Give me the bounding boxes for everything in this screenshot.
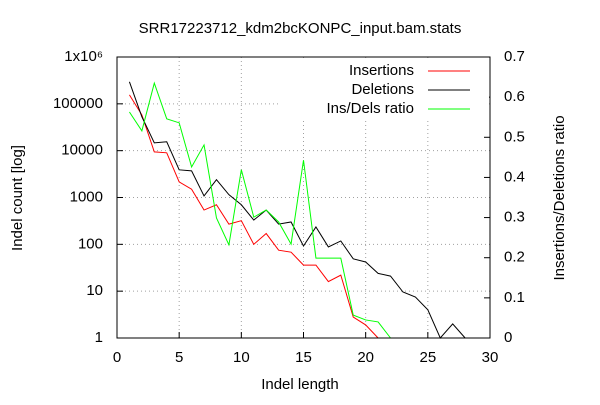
x-tick-label: 0 bbox=[113, 349, 121, 366]
y-tick-label: 100000 bbox=[53, 95, 103, 112]
y-tick-label: 10 bbox=[86, 282, 103, 299]
x-tick-label: 10 bbox=[233, 349, 250, 366]
legend-label: Insertions bbox=[349, 62, 414, 79]
x-tick-label: 30 bbox=[482, 349, 499, 366]
series-line bbox=[128, 81, 466, 339]
x-tick-label: 15 bbox=[295, 349, 312, 366]
series-line bbox=[129, 94, 379, 339]
y2-tick-label: 0.4 bbox=[504, 168, 525, 185]
chart-title: SRR17223712_kdm2bcKONPC_input.bam.stats bbox=[139, 20, 462, 37]
y-tick-label: 1x10⁶ bbox=[64, 48, 103, 65]
x-tick-label: 20 bbox=[357, 349, 374, 366]
legend-label: Deletions bbox=[351, 81, 414, 98]
y2-tick-label: 0.2 bbox=[504, 249, 525, 266]
y2-axis-label: Insertions/Deletions ratio bbox=[551, 115, 568, 280]
y-tick-label: 10000 bbox=[61, 142, 103, 159]
y2-tick-label: 0 bbox=[504, 329, 512, 346]
y-tick-label: 1000 bbox=[70, 188, 103, 205]
series-line bbox=[129, 81, 391, 339]
legend-label: Ins/Dels ratio bbox=[326, 100, 414, 117]
x-axis-label: Indel length bbox=[261, 376, 339, 393]
y2-tick-label: 0.7 bbox=[504, 48, 525, 65]
y2-tick-label: 0.5 bbox=[504, 128, 525, 145]
y2-tick-label: 0.3 bbox=[504, 209, 525, 226]
y-tick-label: 1 bbox=[95, 329, 103, 346]
plot-frame bbox=[116, 56, 491, 339]
y-axis-label: Indel count [log] bbox=[9, 145, 26, 251]
y2-tick-label: 0.6 bbox=[504, 88, 525, 105]
y2-tick-label: 0.1 bbox=[504, 289, 525, 306]
x-tick-label: 5 bbox=[175, 349, 183, 366]
y-tick-label: 100 bbox=[78, 235, 103, 252]
x-tick-label: 25 bbox=[419, 349, 436, 366]
